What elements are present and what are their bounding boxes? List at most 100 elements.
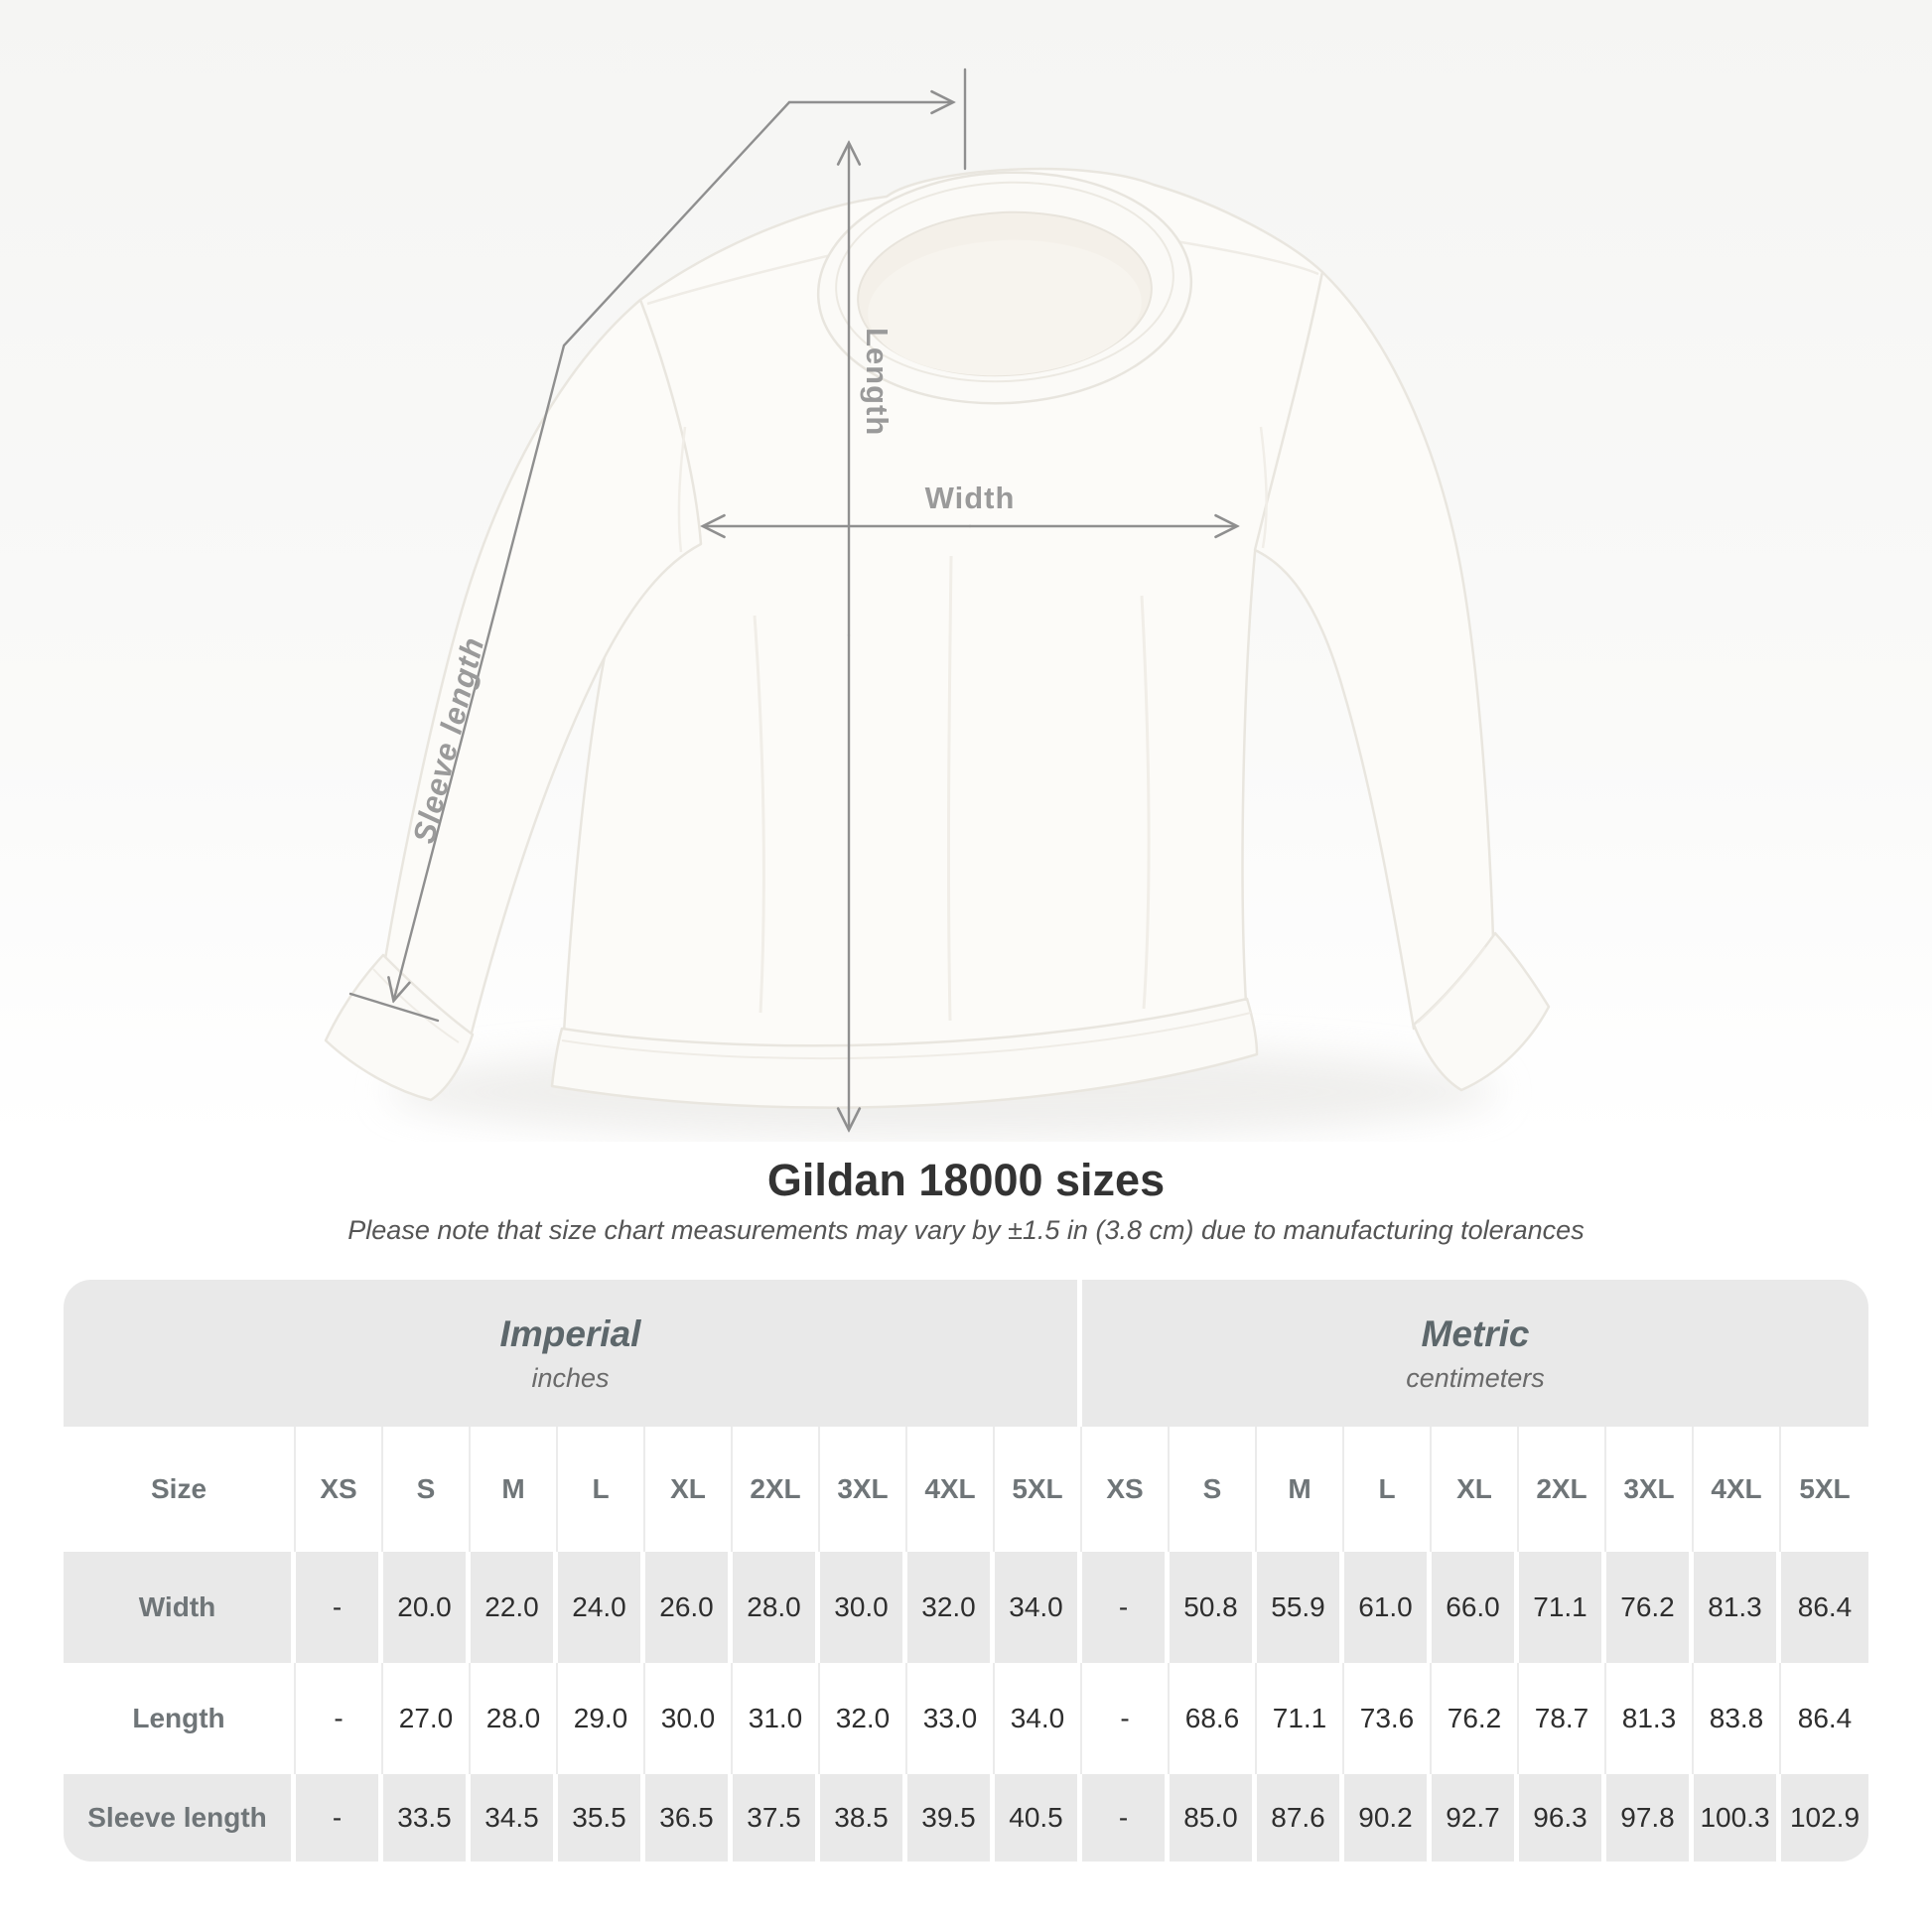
metric-title: Metric (1421, 1312, 1530, 1354)
value-cell: 30.0 (645, 1663, 733, 1775)
value-cell: - (1082, 1774, 1170, 1863)
size-header-metric-3xl: 3XL (1606, 1427, 1694, 1553)
value-cell: 92.7 (1432, 1774, 1519, 1863)
value-cell: 37.5 (733, 1774, 820, 1863)
value-cell: 39.5 (907, 1774, 995, 1863)
value-cell: 76.2 (1606, 1552, 1694, 1664)
size-header-metric-l: L (1344, 1427, 1432, 1553)
sweatshirt-illustration (324, 167, 1551, 1109)
value-cell: 30.0 (820, 1552, 907, 1664)
size-header-metric-4xl: 4XL (1694, 1427, 1781, 1553)
value-cell: 22.0 (471, 1552, 558, 1664)
value-cell: 28.0 (471, 1663, 558, 1775)
size-header-imperial-5xl: 5XL (995, 1427, 1082, 1553)
size-header-metric-m: M (1257, 1427, 1344, 1553)
value-cell: 71.1 (1257, 1663, 1344, 1775)
value-cell: 83.8 (1694, 1663, 1781, 1775)
size-header-metric-s: S (1170, 1427, 1257, 1553)
value-cell: 29.0 (558, 1663, 645, 1775)
size-header-metric-5xl: 5XL (1781, 1427, 1868, 1553)
right-sleeve (1253, 270, 1495, 1031)
row-header: Width (64, 1552, 296, 1664)
value-cell: 78.7 (1519, 1663, 1606, 1775)
size-header-metric-2xl: 2XL (1519, 1427, 1606, 1553)
value-cell: 20.0 (383, 1552, 471, 1664)
value-cell: 28.0 (733, 1552, 820, 1664)
size-column-header: Size (64, 1427, 296, 1553)
value-cell: 87.6 (1257, 1774, 1344, 1863)
size-header-imperial-3xl: 3XL (820, 1427, 907, 1553)
value-cell: 36.5 (645, 1774, 733, 1863)
value-cell: 96.3 (1519, 1774, 1606, 1863)
value-cell: 100.3 (1694, 1774, 1781, 1863)
page-title: Gildan 18000 sizes (766, 1155, 1166, 1205)
size-header-row: Size XS S M L XL 2XL 3XL 4XL 5XL XS S M L XL 2XL 3XL 4XL 5… (64, 1427, 1868, 1553)
value-cell: - (296, 1774, 383, 1863)
value-cell: 81.3 (1694, 1552, 1781, 1664)
value-cell: 76.2 (1432, 1663, 1519, 1775)
value-cell: 55.9 (1257, 1552, 1344, 1664)
value-cell: 73.6 (1344, 1663, 1432, 1775)
size-header-imperial-l: L (558, 1427, 645, 1553)
value-cell: 32.0 (907, 1552, 995, 1664)
fabric-creases (753, 555, 1151, 1022)
value-cell: 33.0 (907, 1663, 995, 1775)
size-header-imperial-xl: XL (645, 1427, 733, 1553)
value-cell: 31.0 (733, 1663, 820, 1775)
garment-measurement-diagram: Length Width Sleeve length (0, 0, 1932, 1142)
value-cell: 66.0 (1432, 1552, 1519, 1664)
value-cell: 33.5 (383, 1774, 471, 1863)
size-chart-table: Imperial inches Metric centimeters Size X… (64, 1280, 1868, 1863)
size-header-imperial-4xl: 4XL (907, 1427, 995, 1553)
value-cell: 102.9 (1781, 1774, 1868, 1863)
value-cell: 81.3 (1606, 1663, 1694, 1775)
value-cell: - (296, 1663, 383, 1775)
value-cell: 71.1 (1519, 1552, 1606, 1664)
tolerance-note: Please note that size chart measurements… (347, 1215, 1585, 1245)
row-header: Sleeve length (64, 1774, 296, 1863)
size-header-imperial-m: M (471, 1427, 558, 1553)
collar (816, 171, 1193, 405)
length-dimension-label: Length (860, 328, 895, 436)
metric-unit: centimeters (1406, 1362, 1545, 1393)
value-cell: - (296, 1552, 383, 1664)
value-cell: 90.2 (1344, 1774, 1432, 1863)
value-cell: 97.8 (1606, 1774, 1694, 1863)
value-cell: 24.0 (558, 1552, 645, 1664)
value-cell: 61.0 (1344, 1552, 1432, 1664)
sleeve-cuff-tick (348, 992, 440, 1023)
value-cell: 34.0 (995, 1552, 1082, 1664)
value-cell: 86.4 (1781, 1552, 1868, 1664)
width-dimension-label: Width (925, 481, 1016, 515)
sweatshirt-body (562, 167, 1324, 1050)
size-header-imperial-xs: XS (296, 1427, 383, 1553)
dimension-lines (348, 68, 1235, 1128)
value-cell: 68.6 (1170, 1663, 1257, 1775)
size-table-body: Size XS S M L XL 2XL 3XL 4XL 5XL XS S M L XL 2XL 3XL 4XL 5… (64, 1427, 1868, 1863)
value-cell: 86.4 (1781, 1663, 1868, 1775)
measurement-row-width: Width -20.0 22.0 24.0 26.0 28.0 30.0 32.0 34.0-5… (64, 1552, 1868, 1664)
value-cell: 26.0 (645, 1552, 733, 1664)
value-cell: 35.5 (558, 1774, 645, 1863)
unit-group-header-row: Imperial inches Metric centimeters (64, 1280, 1868, 1428)
imperial-unit: inches (531, 1362, 610, 1393)
value-cell: 27.0 (383, 1663, 471, 1775)
value-cell: 34.5 (471, 1774, 558, 1863)
size-header-imperial-s: S (383, 1427, 471, 1553)
value-cell: 50.8 (1170, 1552, 1257, 1664)
size-header-metric-xl: XL (1432, 1427, 1519, 1553)
title-block: Gildan 18000 sizes Please note that size… (0, 1158, 1932, 1246)
size-header-metric-xs: XS (1082, 1427, 1170, 1553)
metric-group-header: Metric centimeters (1082, 1280, 1868, 1428)
waistband (550, 997, 1259, 1109)
value-cell: - (1082, 1552, 1170, 1664)
row-header: Length (64, 1663, 296, 1775)
value-cell: 32.0 (820, 1663, 907, 1775)
imperial-group-header: Imperial inches (64, 1280, 1082, 1428)
measurement-row-sleeve-length: Sleeve length -33.5 34.5 35.5 36.5 37.5 38.5 39… (64, 1774, 1868, 1863)
value-cell: 34.0 (995, 1663, 1082, 1775)
value-cell: 85.0 (1170, 1774, 1257, 1863)
value-cell: - (1082, 1663, 1170, 1775)
sleeve-length-line (394, 100, 791, 999)
